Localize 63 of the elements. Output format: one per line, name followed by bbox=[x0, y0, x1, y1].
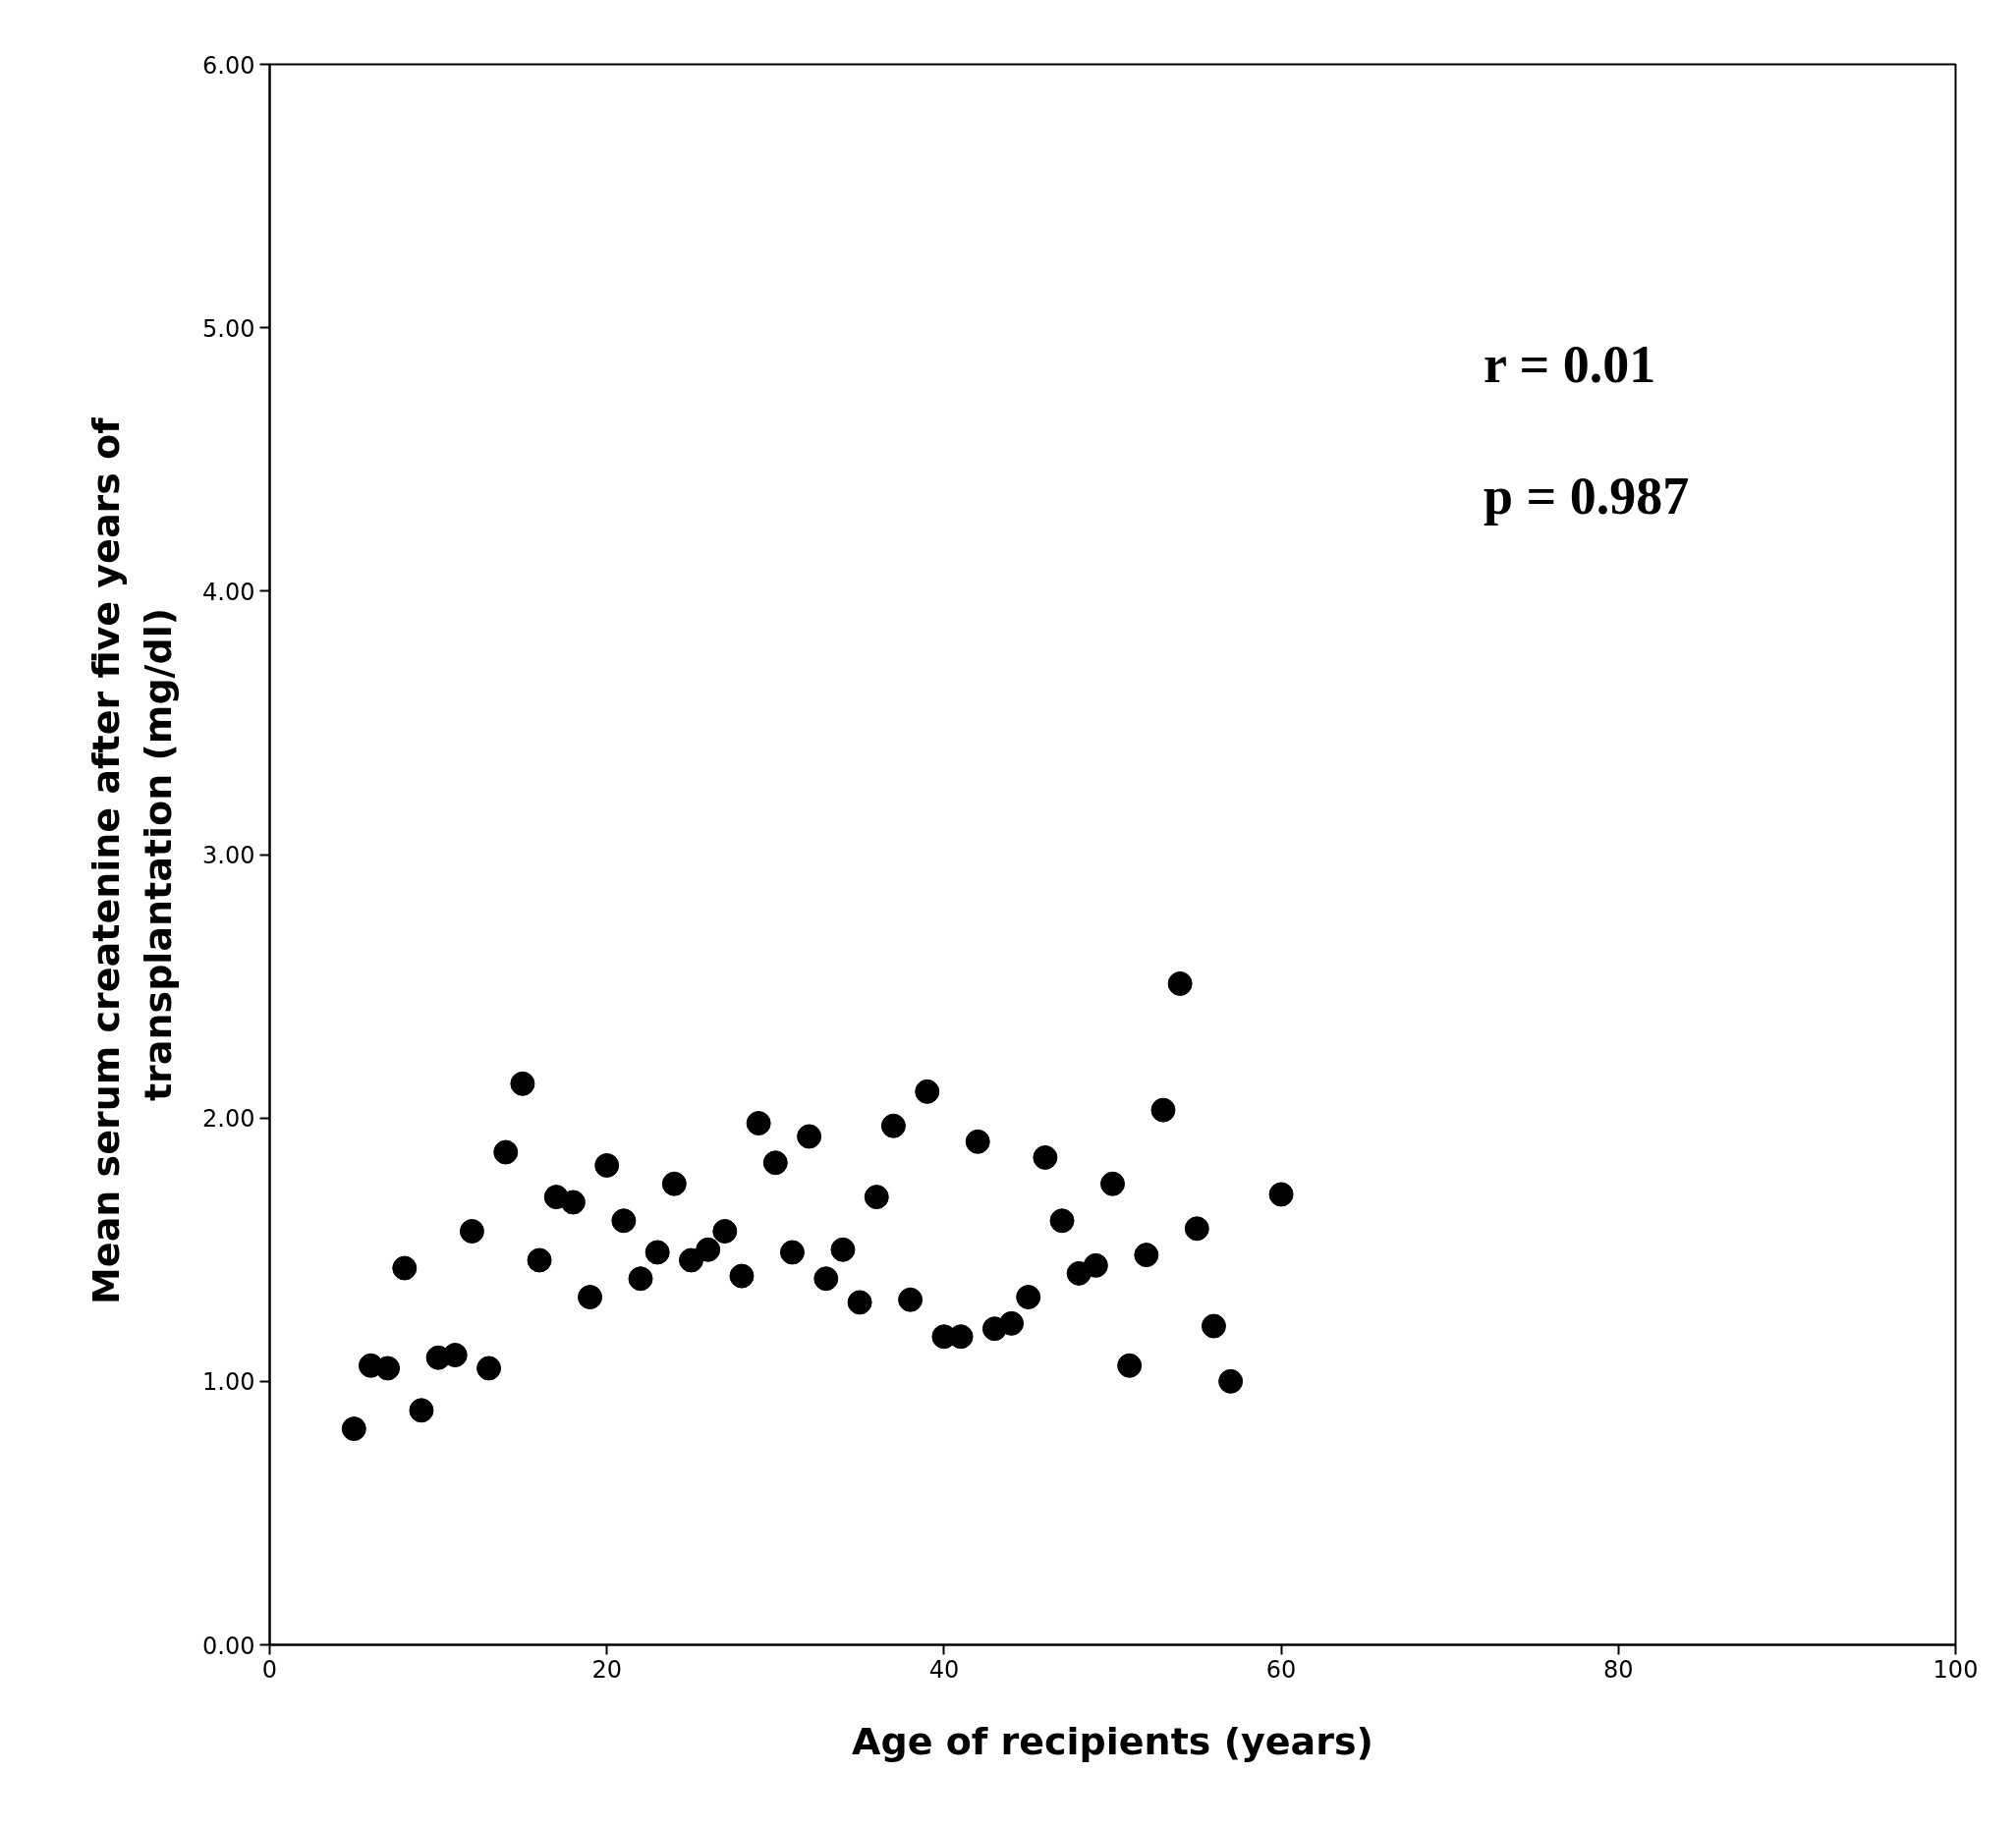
point bbox=[729, 1263, 755, 1289]
point bbox=[746, 1111, 771, 1136]
y-tick-label: 4.00 bbox=[202, 578, 255, 606]
y-tick-label: 2.00 bbox=[202, 1105, 255, 1134]
point bbox=[510, 1071, 535, 1096]
point bbox=[797, 1124, 822, 1149]
point bbox=[578, 1285, 603, 1309]
point bbox=[661, 1171, 687, 1196]
point bbox=[712, 1219, 738, 1244]
point bbox=[1268, 1182, 1294, 1207]
y-tick-label: 6.00 bbox=[202, 51, 255, 80]
y-tick-label: 3.00 bbox=[202, 842, 255, 869]
point bbox=[1134, 1243, 1159, 1268]
point bbox=[409, 1398, 434, 1423]
point bbox=[527, 1247, 552, 1273]
point bbox=[1167, 970, 1193, 996]
point bbox=[762, 1150, 788, 1176]
y-tick-label: 0.00 bbox=[202, 1632, 255, 1660]
y-tick-label: 1.00 bbox=[202, 1368, 255, 1397]
point bbox=[560, 1190, 586, 1215]
point bbox=[341, 1416, 366, 1442]
point bbox=[1117, 1353, 1143, 1378]
point bbox=[476, 1356, 502, 1381]
point bbox=[1201, 1313, 1226, 1339]
x-tick-label: 40 bbox=[928, 1655, 960, 1684]
point bbox=[375, 1356, 401, 1381]
point bbox=[644, 1240, 670, 1265]
point bbox=[1184, 1216, 1209, 1242]
point bbox=[459, 1219, 484, 1244]
point bbox=[442, 1343, 468, 1367]
point bbox=[392, 1255, 418, 1281]
annotation: r = 0.01 bbox=[1484, 334, 1656, 394]
x-tick-label: 60 bbox=[1265, 1655, 1297, 1684]
point bbox=[594, 1152, 620, 1178]
point bbox=[696, 1237, 721, 1262]
point bbox=[1100, 1171, 1125, 1196]
point bbox=[880, 1113, 906, 1138]
x-tick-label: 80 bbox=[1603, 1655, 1634, 1684]
y-tick-label: 5.00 bbox=[202, 314, 255, 343]
point bbox=[628, 1266, 653, 1292]
point bbox=[965, 1129, 990, 1154]
point bbox=[779, 1240, 805, 1265]
point bbox=[1049, 1208, 1075, 1234]
point bbox=[1033, 1144, 1058, 1170]
point bbox=[1150, 1097, 1176, 1123]
x-tick-label: 20 bbox=[591, 1655, 622, 1684]
y-axis-title: Mean serum createnine after five years of transplantation (mg/dl) bbox=[84, 416, 181, 1304]
point bbox=[1016, 1285, 1041, 1309]
annotation: p = 0.987 bbox=[1484, 466, 1690, 526]
point bbox=[493, 1139, 519, 1165]
point bbox=[898, 1287, 924, 1312]
point bbox=[1218, 1368, 1244, 1394]
point bbox=[1083, 1252, 1108, 1278]
point bbox=[611, 1208, 637, 1234]
point bbox=[999, 1310, 1025, 1336]
point bbox=[864, 1185, 889, 1210]
x-axis-title: Age of recipients (years) bbox=[852, 1719, 1373, 1763]
point bbox=[830, 1237, 856, 1262]
x-tick-label: 0 bbox=[261, 1655, 278, 1684]
point bbox=[813, 1266, 839, 1292]
point bbox=[847, 1290, 872, 1315]
point bbox=[915, 1079, 940, 1104]
x-tick-label: 100 bbox=[1932, 1655, 1979, 1684]
